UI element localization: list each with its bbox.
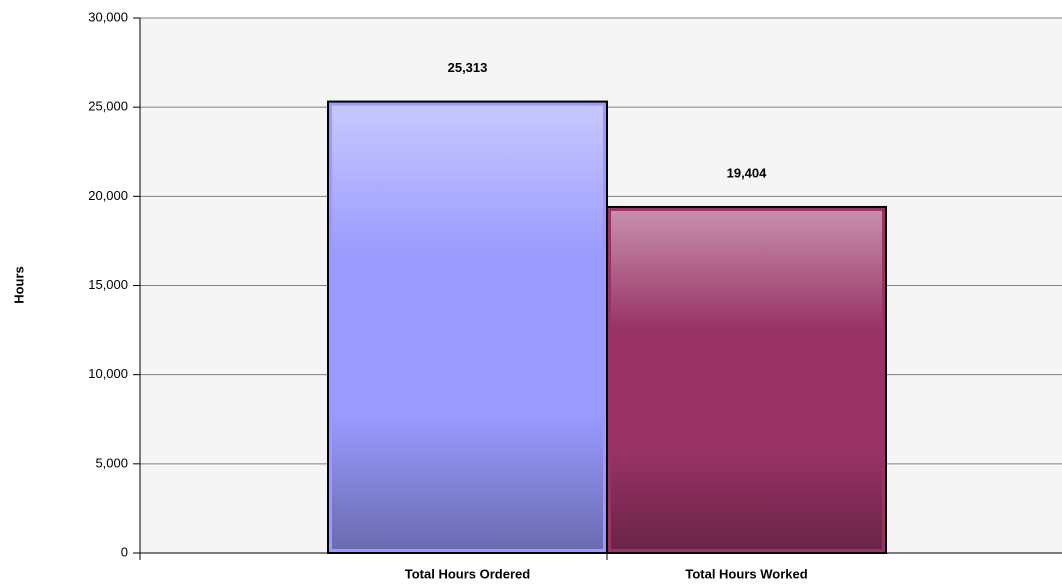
bar-shade <box>611 210 882 549</box>
value-label: 19,404 <box>727 165 768 180</box>
x-tick-label: Total Hours Ordered <box>405 566 531 581</box>
value-label: 25,313 <box>448 60 488 75</box>
y-tick-label: 20,000 <box>88 188 128 203</box>
x-tick-label: Total Hours Worked <box>685 566 807 581</box>
y-tick-label: 10,000 <box>88 366 128 381</box>
y-tick-label: 25,000 <box>88 99 128 114</box>
bar-shade <box>332 105 603 549</box>
y-tick-label: 5,000 <box>95 455 128 470</box>
y-axis-label: Hours <box>11 266 26 304</box>
y-tick-label: 30,000 <box>88 9 128 24</box>
y-tick-label: 15,000 <box>88 277 128 292</box>
y-tick-label: 0 <box>121 544 128 559</box>
